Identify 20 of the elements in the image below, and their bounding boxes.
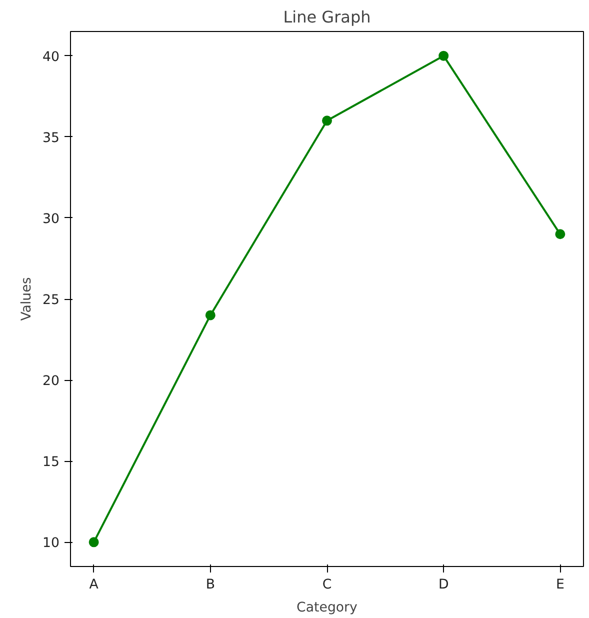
y-tick-label: 35 <box>42 130 60 146</box>
y-tick-label: 15 <box>42 455 60 470</box>
y-axis-title: Values <box>20 277 35 321</box>
y-tick-label: 20 <box>42 374 60 390</box>
x-tick-label: E <box>556 578 564 592</box>
point <box>322 116 332 126</box>
point <box>555 229 566 240</box>
y-tick-label: 30 <box>42 212 60 227</box>
point <box>88 537 99 548</box>
chart-title: Line Graph <box>283 8 371 26</box>
point <box>205 310 216 320</box>
y-tick-label: 25 <box>42 293 60 308</box>
x-tick-label: B <box>206 578 215 592</box>
x-tick-label: A <box>89 578 98 592</box>
y-tick-label: 10 <box>42 536 60 552</box>
x-tick-label: C <box>322 578 332 592</box>
y-tick-label: 40 <box>42 50 60 65</box>
point <box>438 50 449 61</box>
x-tick-label: D <box>438 578 449 592</box>
x-axis-title: Category <box>296 600 358 616</box>
